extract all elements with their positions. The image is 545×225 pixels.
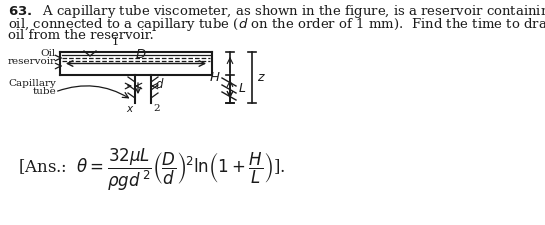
Text: $x$: $x$ <box>125 104 134 114</box>
Text: 1: 1 <box>111 37 119 47</box>
Text: $D$: $D$ <box>135 47 147 61</box>
Text: $z$: $z$ <box>257 71 266 84</box>
Text: Oil: Oil <box>41 49 56 58</box>
Text: tube: tube <box>32 86 56 95</box>
Text: [Ans.:  $\theta = \dfrac{32\mu L}{\rho g d^{\,2}}\left(\dfrac{D}{d}\right)^{\!2}: [Ans.: $\theta = \dfrac{32\mu L}{\rho g … <box>18 147 286 193</box>
Text: $H$: $H$ <box>209 71 221 84</box>
Text: oil from the reservoir.: oil from the reservoir. <box>8 29 154 42</box>
Text: Capillary: Capillary <box>8 79 56 88</box>
Text: oil, connected to a capillary tube ($d$ on the order of 1 mm).  Find the time to: oil, connected to a capillary tube ($d$ … <box>8 16 545 33</box>
Text: $d$: $d$ <box>155 77 165 91</box>
Text: $L$: $L$ <box>238 83 246 95</box>
Text: reservoir: reservoir <box>8 58 56 67</box>
Text: $\mathbf{63.}$  A capillary tube viscometer, as shown in the figure, is a reserv: $\mathbf{63.}$ A capillary tube viscomet… <box>8 3 545 20</box>
Text: 2: 2 <box>153 104 160 113</box>
